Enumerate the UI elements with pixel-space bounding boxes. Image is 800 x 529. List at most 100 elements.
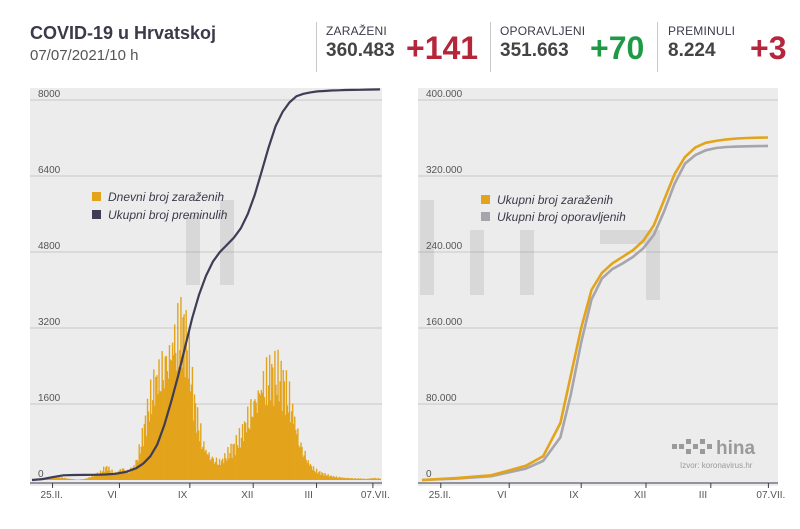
daily-infected-bar xyxy=(346,477,348,480)
daily-infected-bar xyxy=(180,296,182,480)
daily-infected-bar xyxy=(296,434,298,480)
daily-infected-bar xyxy=(248,427,250,480)
daily-infected-bar xyxy=(211,456,213,480)
daily-infected-bar xyxy=(86,478,88,480)
daily-infected-bar xyxy=(98,474,101,480)
daily-infected-bar xyxy=(83,478,85,480)
daily-infected-bar xyxy=(357,478,360,480)
daily-infected-bar xyxy=(93,474,95,480)
stat-deceased-label: PREMINULI xyxy=(668,24,736,38)
daily-infected-bar xyxy=(117,471,120,480)
daily-infected-bar xyxy=(338,476,341,480)
daily-infected-bar xyxy=(307,460,310,480)
daily-infected-bar xyxy=(205,449,207,480)
daily-infected-bar xyxy=(109,470,111,480)
daily-infected-bar xyxy=(80,479,82,480)
daily-infected-bar xyxy=(121,468,124,480)
daily-infected-bar xyxy=(133,465,135,480)
daily-infected-bar xyxy=(342,477,344,480)
daily-infected-bar xyxy=(281,410,283,480)
daily-infected-bar xyxy=(326,475,328,480)
daily-infected-bar xyxy=(118,470,121,480)
daily-infected-bar xyxy=(173,324,176,480)
daily-infected-bar xyxy=(351,477,353,480)
daily-infected-bar xyxy=(218,458,221,480)
daily-infected-bar xyxy=(92,476,94,480)
daily-infected-bar xyxy=(268,354,271,480)
daily-infected-bar xyxy=(353,478,355,480)
left-x-tick: IX xyxy=(178,490,188,501)
daily-infected-bar xyxy=(129,472,131,480)
daily-infected-bar xyxy=(183,314,185,480)
daily-infected-bar xyxy=(75,479,78,480)
daily-infected-bar xyxy=(154,405,156,480)
legend-swatch-daily-infected xyxy=(92,192,101,201)
right-grid xyxy=(418,99,778,484)
daily-infected-bar xyxy=(82,479,84,480)
daily-infected-bar xyxy=(152,400,154,480)
daily-infected-bar xyxy=(234,455,236,480)
stat-separator xyxy=(490,22,491,72)
daily-infected-bar xyxy=(348,478,350,480)
daily-infected-bar xyxy=(85,478,87,480)
daily-infected-bar xyxy=(61,477,63,480)
stat-deceased-delta: +3 xyxy=(750,30,787,66)
daily-infected-bar xyxy=(230,443,232,480)
daily-infected-bar xyxy=(256,413,258,480)
daily-infected-bar xyxy=(257,390,259,480)
daily-infected-bar xyxy=(300,442,302,480)
daily-infected-bar xyxy=(240,437,243,480)
daily-infected-bar xyxy=(119,469,122,480)
daily-infected-bar xyxy=(288,381,291,480)
daily-infected-bar xyxy=(341,477,343,480)
daily-infected-bar xyxy=(228,458,230,480)
daily-infected-bar xyxy=(359,478,362,480)
daily-infected-bar xyxy=(52,476,55,480)
daily-infected-bar xyxy=(73,479,76,480)
daily-infected-bar xyxy=(284,414,287,480)
daily-infected-bar xyxy=(207,454,209,480)
daily-infected-bar xyxy=(134,468,136,480)
daily-infected-bar xyxy=(147,411,150,480)
daily-infected-bar xyxy=(67,478,69,480)
daily-infected-bar xyxy=(263,397,266,480)
daily-infected-bar xyxy=(283,381,286,480)
daily-infected-bar xyxy=(141,427,144,480)
daily-infected-bar xyxy=(287,412,290,480)
daily-infected-bar xyxy=(344,477,346,480)
daily-infected-bar xyxy=(190,384,193,480)
daily-infected-bar xyxy=(66,478,68,480)
left-x-tick-labels: 25.II. VI IX XII III 07.VII. xyxy=(41,483,390,501)
daily-infected-bar xyxy=(339,477,342,480)
left-y-tick: 4800 xyxy=(38,241,61,252)
daily-infected-bar xyxy=(375,478,377,480)
daily-infected-bar xyxy=(304,450,306,480)
daily-infected-bar xyxy=(158,359,160,480)
daily-infected-bar xyxy=(252,417,254,480)
daily-infected-bar xyxy=(90,477,92,480)
daily-infected-bar xyxy=(376,478,378,480)
daily-infected-bar xyxy=(308,465,311,480)
daily-infected-bar xyxy=(69,478,71,480)
daily-infected-bar xyxy=(333,476,336,480)
daily-infected-bar xyxy=(270,400,272,480)
daily-infected-bar xyxy=(140,446,142,480)
daily-infected-bar xyxy=(259,395,261,480)
stat-recovered: OPORAVLJENI 351.663 +70 xyxy=(500,24,650,70)
daily-infected-bar xyxy=(181,367,183,480)
daily-infected-bar xyxy=(72,479,75,480)
daily-infected-bar xyxy=(54,477,57,480)
daily-infected-bar xyxy=(115,473,117,480)
legend-swatch-total-deceased xyxy=(92,210,101,219)
daily-infected-bar xyxy=(362,478,365,480)
daily-infected-bar xyxy=(232,444,234,480)
daily-infected-bar xyxy=(223,463,225,480)
daily-infected-bar xyxy=(272,367,274,480)
daily-infected-bar xyxy=(305,459,307,480)
daily-infected-bar xyxy=(213,463,216,480)
daily-infected-bar xyxy=(222,458,224,480)
daily-infected-bar xyxy=(106,466,108,480)
daily-infected-bar xyxy=(202,446,204,480)
daily-infected-bar xyxy=(249,429,251,480)
